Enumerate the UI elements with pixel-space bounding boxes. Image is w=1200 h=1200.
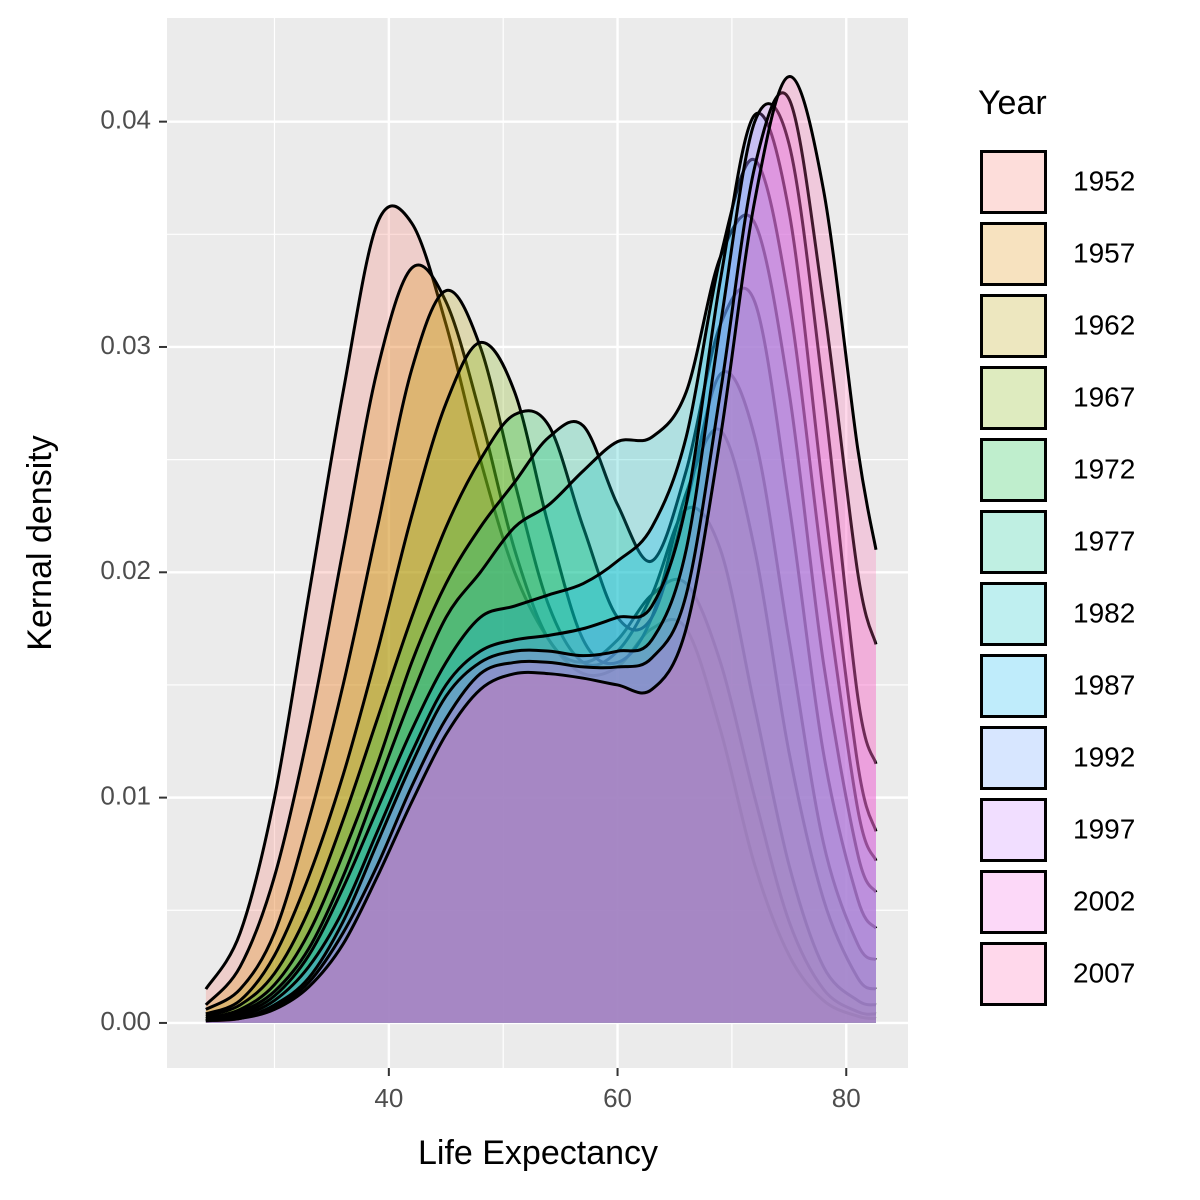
density-area <box>205 76 876 1023</box>
x-axis-title: Life Expectancy <box>418 1134 658 1172</box>
legend-label: 1967 <box>1073 381 1135 412</box>
density-line <box>205 111 878 1023</box>
legend-label: 1952 <box>1073 165 1135 196</box>
legend: 1952 1957 1962 1967 1972 1977 1982 1987 1992 1997… <box>980 150 1135 1006</box>
x-tick-label: 40 <box>374 1083 403 1113</box>
density-line <box>205 213 878 1020</box>
axes: 40 60 80 0.00 0.01 0.02 0.03 0.04 <box>100 105 860 1113</box>
density-area <box>205 103 876 1023</box>
density-line <box>204 263 877 1016</box>
density-line <box>205 102 878 1023</box>
density-area <box>205 113 876 1023</box>
legend-label: 1977 <box>1073 525 1135 556</box>
density-line <box>204 204 877 1020</box>
legend-label: 2007 <box>1073 957 1135 988</box>
y-tick-label: 0.02 <box>100 555 151 585</box>
y-tick-label: 0.03 <box>100 330 151 360</box>
legend-label: 1972 <box>1073 453 1135 484</box>
density-line <box>205 370 877 1018</box>
legend-key <box>980 870 1047 934</box>
legend-key <box>980 294 1047 358</box>
legend-key <box>980 798 1047 862</box>
density-area <box>205 159 876 1023</box>
x-tick-label: 60 <box>603 1083 632 1113</box>
density-area <box>205 371 876 1023</box>
legend-key <box>980 582 1047 646</box>
legend-label: 1992 <box>1073 741 1135 772</box>
y-tick-label: 0.04 <box>100 105 151 135</box>
density-area <box>205 92 876 1023</box>
legend-label: 2002 <box>1073 885 1135 916</box>
legend-label: 1957 <box>1073 237 1135 268</box>
grid <box>167 18 908 1068</box>
legend-key <box>980 222 1047 286</box>
plot-area <box>204 75 878 1023</box>
legend-key <box>980 726 1047 790</box>
legend-key <box>980 366 1047 430</box>
y-tick-label: 0.00 <box>100 1006 151 1036</box>
legend-label: 1987 <box>1073 669 1135 700</box>
legend-key <box>980 150 1047 214</box>
x-tick-label: 80 <box>832 1083 861 1113</box>
density-line <box>205 289 877 1011</box>
y-axis-title: Kernal density <box>21 435 59 650</box>
density-line <box>205 286 878 1020</box>
density-line <box>205 340 877 1016</box>
legend-key <box>980 654 1047 718</box>
density-area <box>205 264 876 1023</box>
density-line <box>205 75 878 1023</box>
density-line <box>205 157 878 1023</box>
legend-key <box>980 942 1047 1006</box>
legend-label: 1962 <box>1073 309 1135 340</box>
legend-label: 1982 <box>1073 597 1135 628</box>
legend-title: Year <box>978 84 1047 122</box>
legend-key <box>980 438 1047 502</box>
legend-label: 1997 <box>1073 813 1135 844</box>
y-tick-label: 0.01 <box>100 780 151 810</box>
density-line <box>205 91 878 1023</box>
legend-key <box>980 510 1047 574</box>
